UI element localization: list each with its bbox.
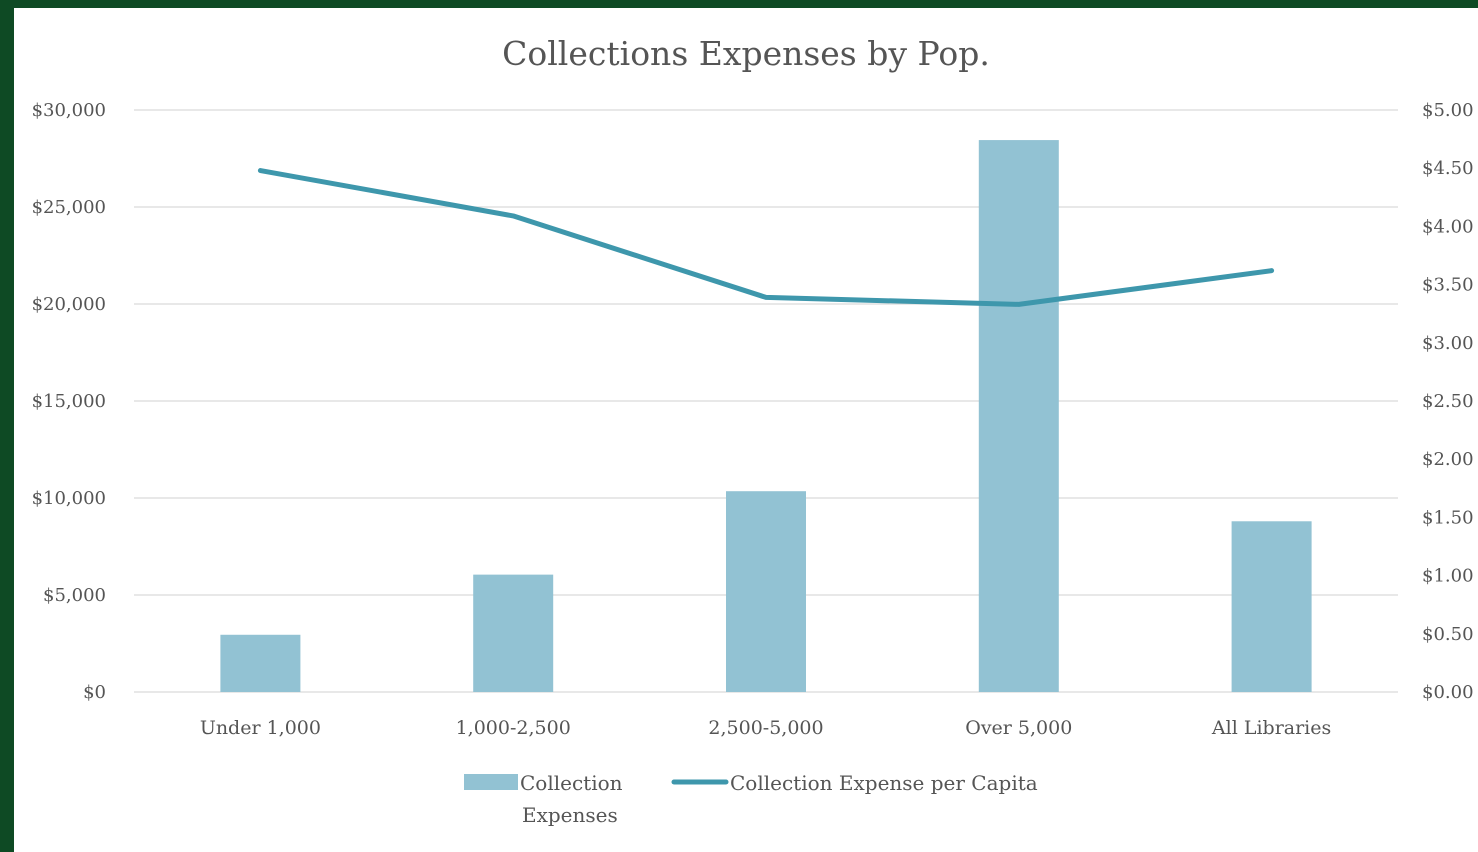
chart-title: Collections Expenses by Pop. [502,34,990,73]
legend-line-label: Collection Expense per Capita [730,771,1038,795]
right-tick-label: $3.50 [1422,275,1474,296]
right-axis: $0.00 $0.50 $1.00 $1.50 $2.00 $2.50 $3.00 $3.50… [1422,100,1474,703]
right-tick-label: $2.00 [1422,449,1474,470]
right-tick-label: $1.50 [1422,507,1474,528]
category-label: 2,500-5,000 [708,717,823,739]
category-label: 1,000-2,500 [456,717,571,739]
left-tick-label: $20,000 [32,294,106,315]
left-tick-label: $5,000 [43,585,106,606]
left-tick-label: $10,000 [32,488,106,509]
category-label: All Libraries [1211,717,1331,739]
line-series [257,168,1275,307]
chart-panel: Collections Expenses by Pop. $0 $5,000 $10… [14,8,1478,852]
right-tick-label: $2.50 [1422,391,1474,412]
right-tick-label: $1.00 [1422,566,1474,587]
left-axis: $0 $5,000 $10,000 $15,000 $20,000 $25,000 $30,… [32,100,106,703]
right-tick-label: $4.50 [1422,158,1474,179]
left-tick-label: $25,000 [32,197,106,218]
legend-bar-label-line: Collection [520,771,623,795]
line-path [257,168,1275,307]
right-tick-label: $3.00 [1422,333,1474,354]
left-tick-label: $30,000 [32,100,106,121]
bar-series [220,140,1312,692]
legend-bar-label: Collection Expenses [520,771,623,827]
right-tick-label: $0.50 [1422,624,1474,645]
bar [473,574,554,692]
category-label: Under 1,000 [200,717,321,739]
bar [726,491,806,692]
legend-bar-label-line: Expenses [522,803,618,827]
bar [1231,521,1312,692]
legend: Collection Expenses Collection Expense per… [464,771,1038,827]
combo-chart: $0 $5,000 $10,000 $15,000 $20,000 $25,000 $30,… [32,100,1474,827]
legend-bar-swatch [464,774,518,790]
category-label: Over 5,000 [965,717,1072,739]
bar [978,140,1059,692]
left-tick-label: $15,000 [32,391,106,412]
right-tick-label: $5.00 [1422,100,1474,121]
category-axis: Under 1,000 1,000-2,500 2,500-5,000 Over 5,… [200,717,1331,739]
right-tick-label: $0.00 [1422,682,1474,703]
left-tick-label: $0 [83,682,106,703]
right-tick-label: $4.00 [1422,216,1474,237]
bar [220,634,301,692]
